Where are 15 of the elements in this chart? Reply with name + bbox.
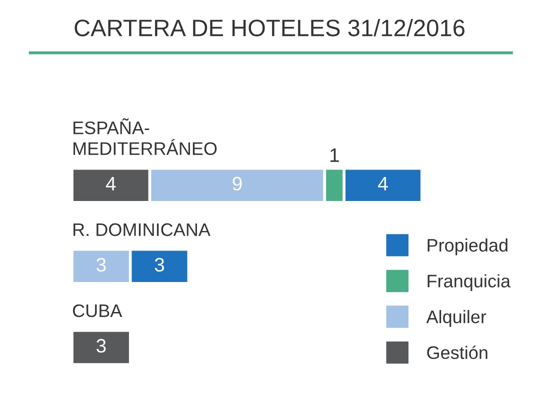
legend-label: Alquiler bbox=[426, 310, 486, 327]
chart-title: CARTERA DE HOTELES 31/12/2016 bbox=[74, 18, 464, 36]
y-tick-label: R. DOMINICANA bbox=[74, 223, 210, 236]
data-label: 3 bbox=[96, 258, 106, 272]
data-label: 9 bbox=[232, 176, 242, 191]
legend-label: Gestión bbox=[427, 346, 488, 360]
y-tick-label: ESPAÑA- MEDITERRÁNEO bbox=[74, 118, 217, 156]
data-label: 3 bbox=[154, 258, 164, 272]
legend-label: Franquicia bbox=[428, 274, 511, 292]
data-label: 3 bbox=[96, 338, 106, 353]
legend-label: Propiedad bbox=[428, 238, 508, 256]
data-label: 1 bbox=[330, 148, 339, 162]
data-label: 4 bbox=[106, 176, 116, 190]
data-label: 4 bbox=[378, 176, 388, 190]
y-tick-label: CUBA bbox=[72, 304, 122, 318]
